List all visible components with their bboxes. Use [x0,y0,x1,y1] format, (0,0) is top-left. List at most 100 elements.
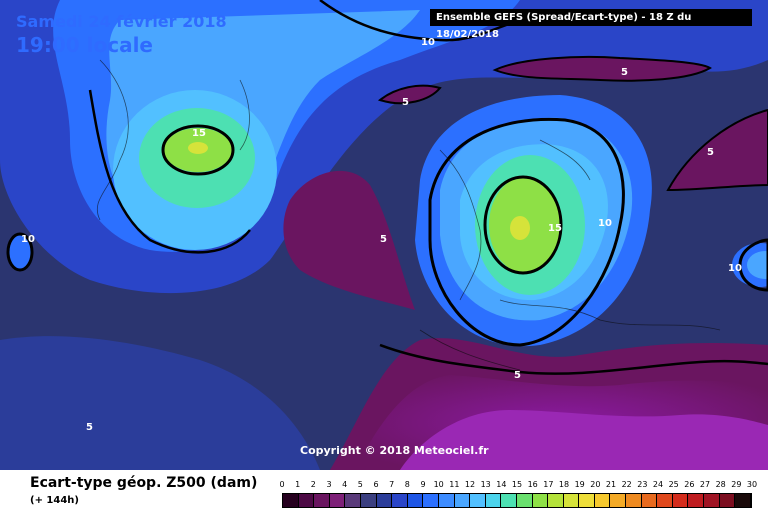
contour-label-southwest-5: 5 [86,422,93,433]
euro-contour-10 [428,117,625,347]
east-purple-low [666,108,768,192]
top-contour-10 [319,0,521,42]
legend-tick-label: 7 [389,480,395,489]
model-info-banner: Ensemble GEFS (Spread/Ecart-type) - 18 Z… [430,9,752,40]
legend-swatch [376,494,393,507]
legend-swatch [548,494,564,507]
legend-swatch [283,494,299,507]
legend-title: Ecart-type géop. Z500 (dam) [30,475,258,491]
legend-swatch [516,494,533,507]
legend-tick-label: 27 [699,480,711,489]
legend-tick-label: 3 [326,480,332,489]
legend-tick-label: 28 [715,480,726,489]
legend-swatch [579,494,595,507]
legend-tick-label: 12 [464,480,476,489]
legend-swatch [298,494,315,507]
legend-swatch [485,494,502,507]
legend-scale-labels: 0 1 2 3 4 5 6 7 8 9 10 11 12 13 14 15 16 17 18 19 20 21 22 23 24… [279,480,757,492]
contour-label-east-10: 10 [728,263,742,274]
legend-tick-label: 5 [357,480,363,489]
legend-tick-label: 9 [420,480,426,489]
atlantic-purple-low [283,170,415,310]
legend-tick-label: 21 [605,480,617,489]
west-edge-ring [6,232,34,272]
legend-tick-label: 8 [404,480,410,489]
contour-label-blob-5: 5 [402,97,409,108]
southwest-dark-zone [0,336,320,470]
legend-swatch [672,494,689,507]
legend-tick-label: 13 [480,480,491,489]
contour-label-euro-10: 10 [598,218,612,229]
legend-tick-label: 30 [746,480,758,489]
legend-tick-label: 25 [668,480,679,489]
south-contour-5 [379,343,768,375]
legend-tick-label: 26 [684,480,695,489]
legend-tick-label: 22 [621,480,632,489]
legend-swatch [594,494,611,507]
forecast-time: 19:00 locale [16,33,153,57]
copyright-text: Copyright © 2018 Meteociel.fr [300,444,489,457]
legend-tick-label: 20 [590,480,601,489]
legend-tick-label: 10 [433,480,444,489]
legend-tick-label: 15 [511,480,523,489]
legend-swatch [501,494,517,507]
contour-label-top-10: 10 [421,37,435,48]
legend-tick-label: 2 [310,480,316,489]
north-purple-strip [492,55,712,82]
legend-tick-label: 24 [652,480,664,489]
legend-swatch [454,494,471,507]
legend-tick-label: 29 [731,480,742,489]
legend-swatch [392,494,408,507]
legend-tick-label: 0 [279,480,285,489]
forecast-date: Samedi 24 février 2018 [16,12,227,31]
legend-tick-label: 18 [558,480,570,489]
coastline-lines [96,59,721,371]
contour-label-west-10: 10 [21,234,35,245]
spread-map: 15 10 5 5 10 5 10 15 10 5 5 5 [0,0,768,470]
legend-swatch [532,494,549,507]
legend-swatch [470,494,486,507]
legend-tick-label: 17 [543,480,554,489]
legend-swatch [719,494,736,507]
euro-max-yellow [510,216,530,240]
legend-swatch [329,494,346,507]
legend-swatch [345,494,361,507]
legend-tick-label: 16 [527,480,538,489]
legend-tick-label: 11 [449,480,460,489]
legend-swatch [626,494,642,507]
legend-swatch [423,494,439,507]
legend-tick-label: 14 [496,480,507,489]
west-contour-15 [161,124,235,176]
legend-swatch [610,494,627,507]
contour-label-atlantic-5: 5 [380,234,387,245]
legend-swatch [360,494,377,507]
east-contour-10 [738,238,768,292]
legend-tick-label: 1 [295,480,301,489]
legend-swatch [563,494,580,507]
legend-tick-label: 6 [373,480,379,489]
north-purple-blob [377,84,442,105]
south-violet-zone [400,410,768,470]
west-contour-10 [88,89,251,254]
legend-color-scale [282,493,752,508]
legend-swatch [704,494,720,507]
legend-swatch [688,494,705,507]
legend-swatch [735,494,751,507]
legend-swatch [314,494,330,507]
legend-tick-label: 23 [637,480,648,489]
euro-contour-15 [483,175,563,275]
west-max-core [188,142,208,154]
contour-label-euro-15: 15 [548,223,562,234]
contour-label-east-purple-5: 5 [707,147,714,158]
legend-swatch [438,494,455,507]
contour-label-north-5: 5 [621,67,628,78]
contour-label-west-15: 15 [192,128,206,139]
legend-tick-label: 19 [574,480,585,489]
legend-subtitle: (+ 144h) [30,495,79,506]
legend-swatch [657,494,673,507]
legend-swatch [407,494,424,507]
east-blue-inner [747,251,768,279]
legend-tick-label: 4 [342,480,348,489]
legend-swatch [641,494,658,507]
